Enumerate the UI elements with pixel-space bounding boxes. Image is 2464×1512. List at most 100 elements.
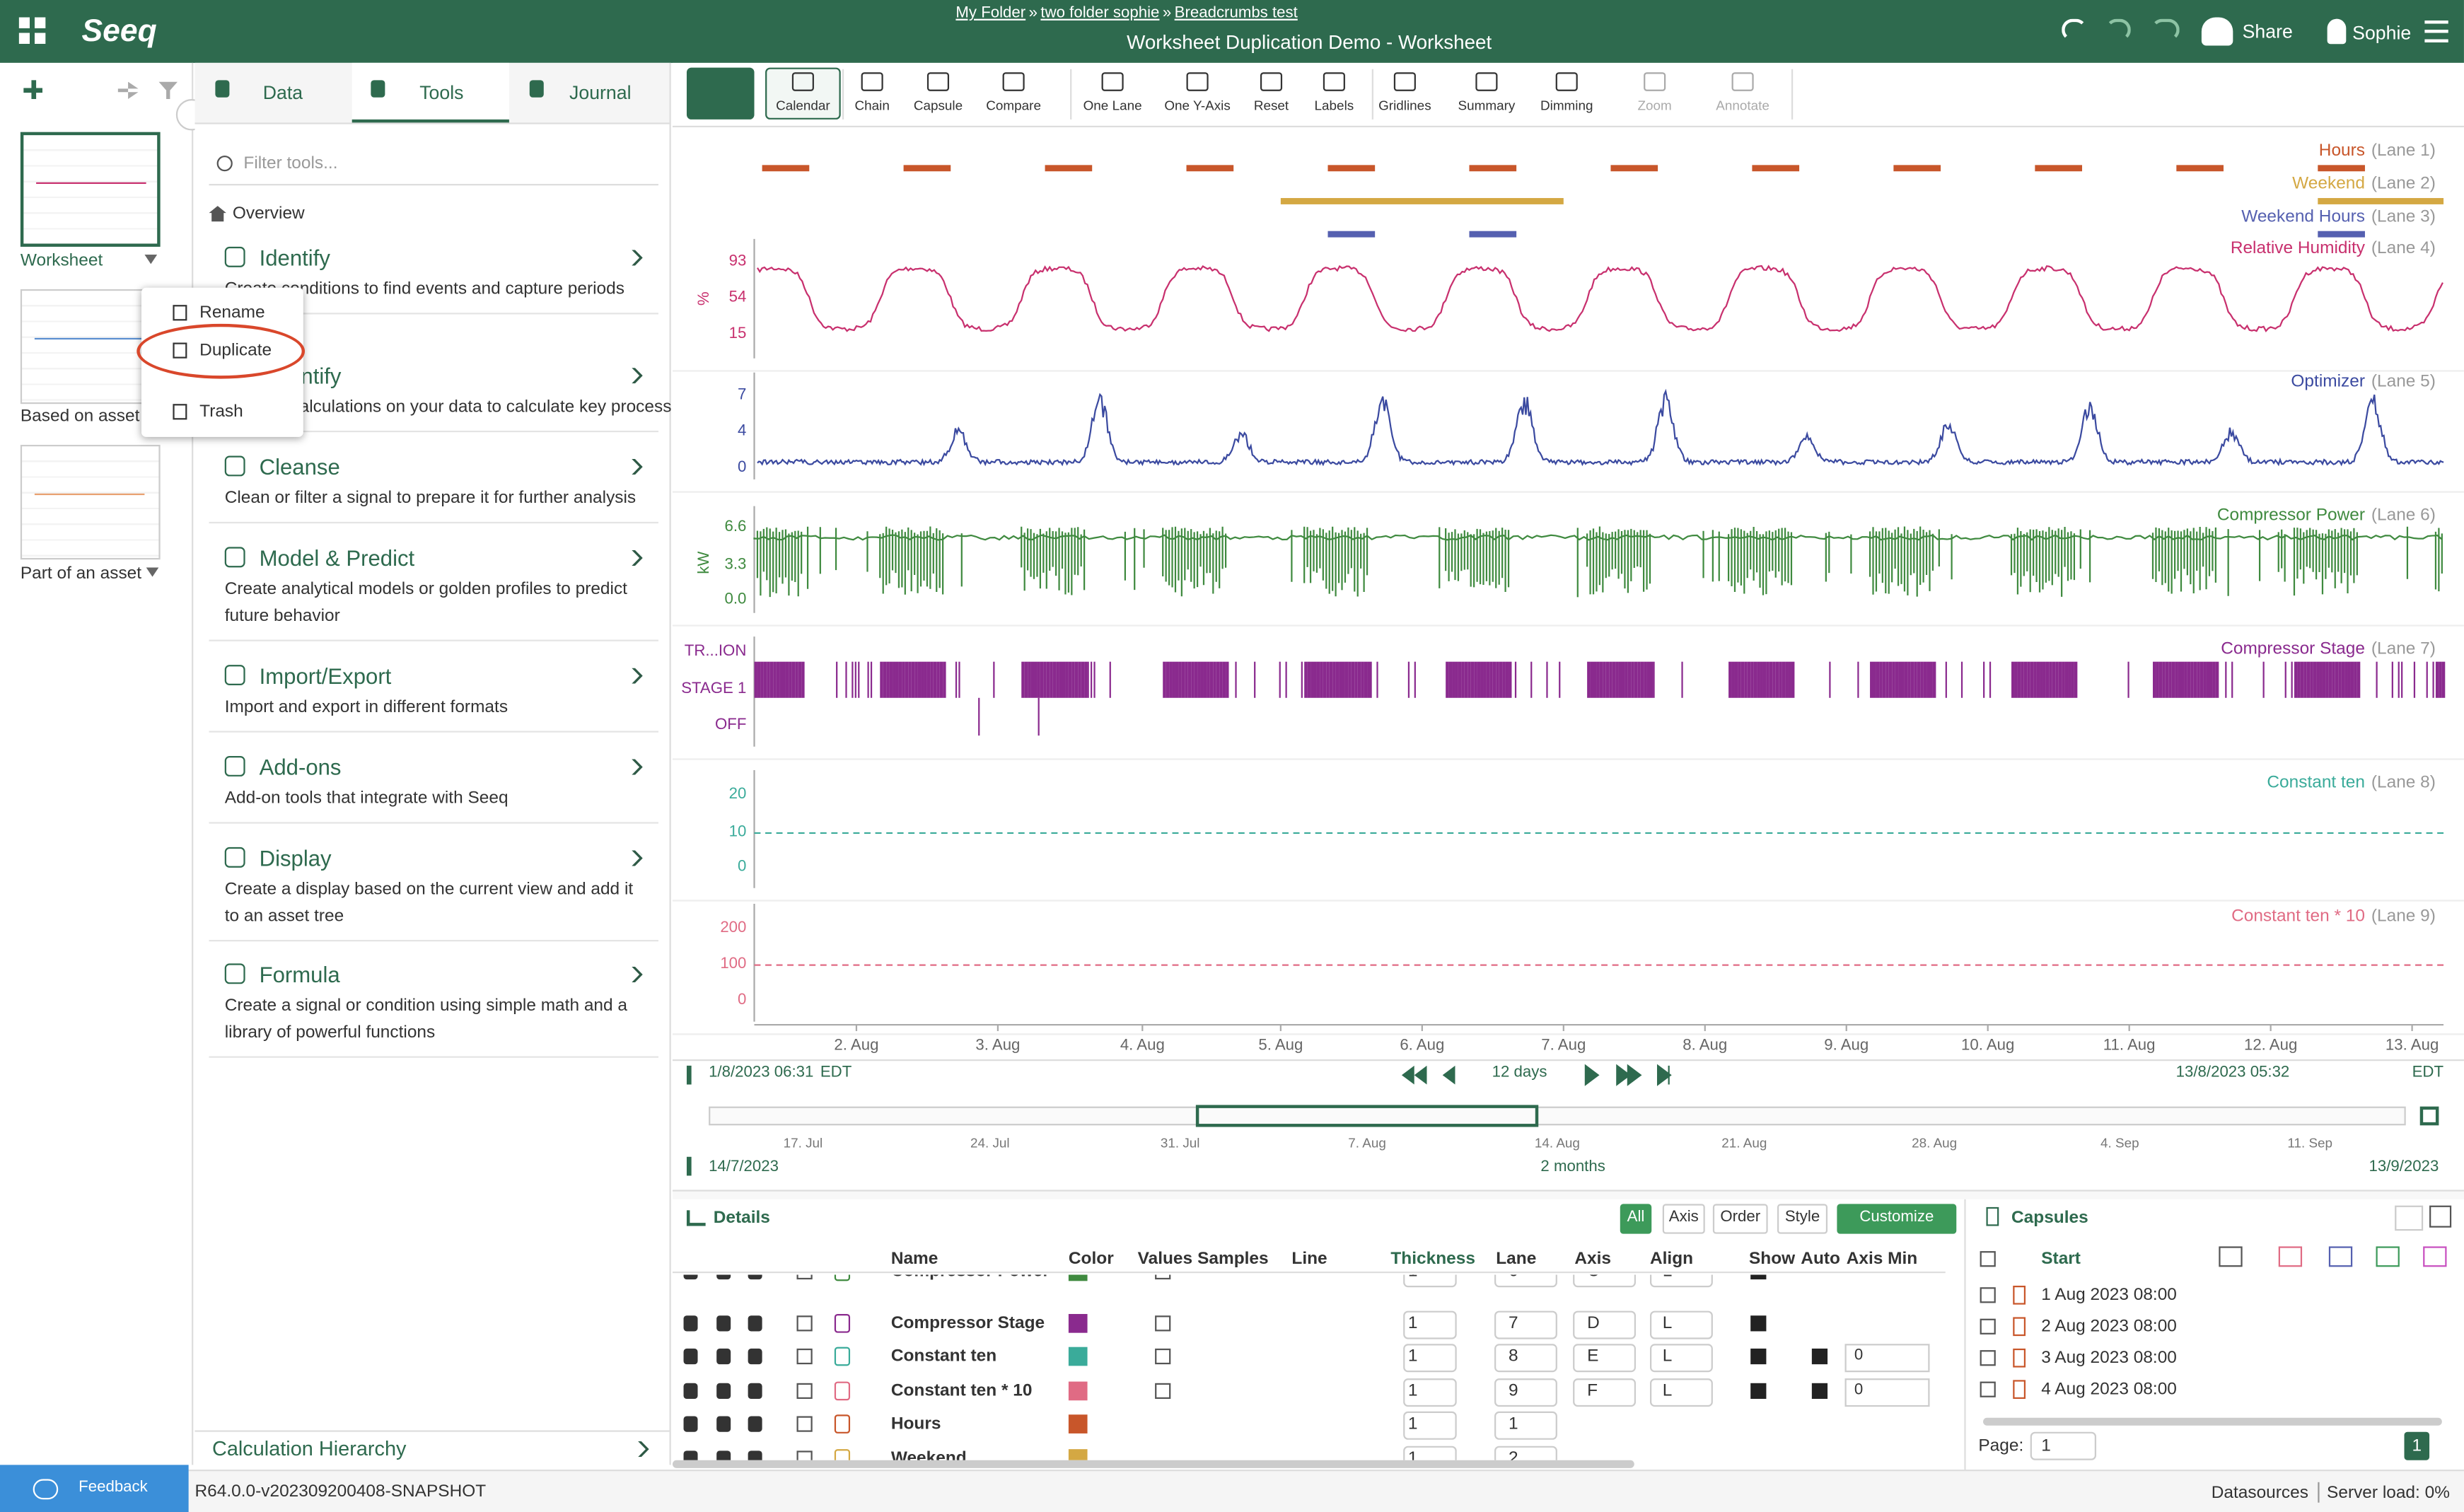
tool-title[interactable]: Import/Export [259, 663, 392, 689]
row-action-icon[interactable] [748, 1348, 762, 1365]
feedback-label[interactable]: Feedback [79, 1479, 148, 1496]
toolbar-button[interactable]: One Y-Axis [1164, 97, 1231, 114]
select-box[interactable] [1494, 1378, 1557, 1407]
toolbar-button[interactable]: Labels [1314, 97, 1354, 114]
capsule-start[interactable]: 4 Aug 2023 08:00 [2041, 1380, 2177, 1400]
lane[interactable]: 8 [1509, 1347, 1518, 1366]
menu-item[interactable]: Trash [199, 402, 243, 421]
capsule-checkbox[interactable] [1980, 1381, 1996, 1397]
auto-checkbox[interactable] [1811, 1348, 1828, 1365]
capsule-column-icon[interactable] [2278, 1246, 2303, 1267]
tab-icon[interactable] [529, 80, 544, 98]
axis[interactable]: D [1587, 1314, 1600, 1333]
add-icon-v[interactable] [31, 80, 37, 100]
values-checkbox[interactable] [1155, 1274, 1171, 1280]
column-header[interactable]: Auto [1801, 1249, 1840, 1269]
lane[interactable]: 7 [1509, 1314, 1518, 1333]
filter-input[interactable]: Filter tools... [243, 153, 338, 173]
thickness[interactable]: 1 [1407, 1347, 1418, 1366]
zoom-button[interactable] [2395, 1205, 2424, 1231]
toolbar-button[interactable]: Chain [854, 97, 890, 114]
capsule-start[interactable]: 3 Aug 2023 08:00 [2041, 1348, 2177, 1368]
row-action-icon[interactable] [683, 1315, 698, 1332]
thickness[interactable]: 1 [1407, 1449, 1418, 1460]
toolbar-button[interactable]: Capsule [913, 97, 963, 114]
row-action-icon[interactable] [748, 1416, 762, 1432]
axis-min-input[interactable] [1844, 1378, 1930, 1407]
breadcrumb-link[interactable]: My Folder [955, 4, 1026, 23]
column-header[interactable]: Name [890, 1249, 938, 1269]
row-action-icon[interactable] [683, 1383, 698, 1400]
toolbar-icon[interactable] [1186, 72, 1209, 91]
column-header[interactable]: Thickness [1390, 1249, 1475, 1269]
capsule-checkbox[interactable] [1980, 1287, 1996, 1303]
toolbar-icon[interactable] [1260, 72, 1283, 91]
toolbar-icon[interactable] [1101, 72, 1124, 91]
color-swatch[interactable] [1068, 1314, 1088, 1333]
calculation-hierarchy[interactable]: Calculation Hierarchy [211, 1436, 407, 1460]
select-box[interactable] [1403, 1344, 1457, 1373]
details-button[interactable] [1662, 1204, 1705, 1234]
up-arrow[interactable] [686, 1156, 692, 1176]
datasources[interactable]: Datasources [2211, 1484, 2308, 1503]
capsule-checkbox[interactable] [1980, 1350, 1996, 1366]
show-checkbox[interactable] [1750, 1348, 1767, 1365]
row-checkbox[interactable] [796, 1383, 813, 1400]
row-action-icon[interactable] [716, 1348, 731, 1365]
menu-icon[interactable] [2424, 20, 2448, 43]
thickness[interactable]: 1 [1408, 1274, 1418, 1284]
column-header[interactable]: Values [1137, 1249, 1193, 1269]
end-time[interactable]: 13/8/2023 05:32 [2175, 1064, 2290, 1082]
page-select[interactable] [2030, 1431, 2097, 1460]
tool-title[interactable]: Display [259, 845, 332, 871]
tool-title[interactable]: Add-ons [259, 754, 342, 780]
select-box[interactable] [1403, 1411, 1457, 1440]
thickness[interactable]: 1 [1407, 1381, 1418, 1401]
lane[interactable]: 2 [1509, 1449, 1518, 1460]
row-name[interactable]: Compressor Stage [890, 1314, 1045, 1333]
values-checkbox[interactable] [1155, 1315, 1171, 1332]
select-box[interactable] [1494, 1310, 1557, 1339]
capsule-column-icon[interactable] [2376, 1246, 2400, 1267]
toolbar-button[interactable]: Reset [1253, 97, 1289, 114]
select-box[interactable] [1494, 1274, 1557, 1288]
page-button-label[interactable]: 1 [2412, 1436, 2422, 1456]
row-action-icon[interactable] [716, 1315, 731, 1332]
tab-icon[interactable] [371, 80, 385, 98]
row-action-icon[interactable] [683, 1450, 698, 1460]
lane[interactable]: 6 [1509, 1274, 1518, 1284]
row-name[interactable]: Constant ten [890, 1347, 997, 1366]
column-header[interactable]: Start [2041, 1249, 2081, 1269]
row-name[interactable]: Hours [890, 1414, 941, 1434]
capsule-checkbox[interactable] [1980, 1318, 1996, 1334]
details-button[interactable] [1777, 1204, 1828, 1234]
row-checkbox[interactable] [796, 1348, 813, 1365]
row-checkbox[interactable] [796, 1450, 813, 1460]
navigator-end[interactable]: 13/9/2023 [2369, 1158, 2439, 1176]
capsule-start[interactable]: 2 Aug 2023 08:00 [2041, 1317, 2177, 1337]
toolbar-icon[interactable] [1555, 72, 1578, 91]
select-box[interactable] [1573, 1378, 1636, 1407]
toolbar-button[interactable]: Zoom [1637, 97, 1672, 114]
toolbar-icon[interactable] [1475, 72, 1498, 91]
row-name[interactable]: Compressor Power [891, 1274, 1050, 1284]
details-button-label[interactable]: Order [1720, 1209, 1761, 1226]
worksheet-label[interactable]: Based on asset [20, 407, 140, 426]
user-name[interactable]: Sophie [2352, 22, 2412, 45]
select-box[interactable] [1403, 1310, 1457, 1339]
row-name[interactable]: Weekend [890, 1449, 967, 1460]
select-box[interactable] [1573, 1344, 1636, 1373]
axis[interactable]: C [1587, 1274, 1600, 1284]
user-icon[interactable] [2327, 18, 2347, 45]
color-swatch[interactable] [1068, 1274, 1088, 1281]
align[interactable]: L [1663, 1274, 1673, 1284]
forward-icon[interactable] [2151, 18, 2180, 41]
toolbar-icon[interactable] [791, 72, 814, 91]
row-name[interactable]: Constant ten * 10 [890, 1381, 1033, 1401]
row-checkbox[interactable] [796, 1416, 813, 1432]
feedback-button[interactable] [0, 1465, 189, 1512]
toolbar-button[interactable]: Summary [1458, 97, 1516, 114]
details-button-label[interactable]: Style [1784, 1209, 1820, 1226]
color-swatch[interactable] [1068, 1381, 1088, 1401]
row-action-icon[interactable] [683, 1416, 698, 1432]
